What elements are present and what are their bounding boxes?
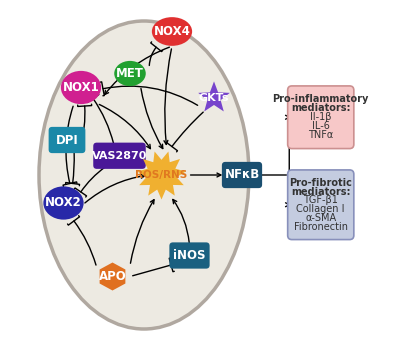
Polygon shape: [198, 82, 230, 111]
FancyBboxPatch shape: [93, 143, 146, 169]
FancyBboxPatch shape: [288, 86, 354, 148]
Text: MET: MET: [116, 67, 144, 80]
Ellipse shape: [152, 17, 192, 46]
Text: DPI: DPI: [56, 133, 78, 147]
Text: Collagen I: Collagen I: [296, 204, 345, 214]
Text: ROS/RNS: ROS/RNS: [135, 170, 188, 180]
FancyBboxPatch shape: [288, 170, 354, 239]
FancyBboxPatch shape: [169, 242, 210, 269]
Polygon shape: [137, 152, 186, 200]
Text: NOX4: NOX4: [154, 25, 190, 38]
Text: NFκB: NFκB: [224, 168, 260, 182]
Text: Pro-fibrotic: Pro-fibrotic: [289, 178, 352, 188]
Text: IL-6: IL-6: [312, 121, 330, 131]
Text: NOX1: NOX1: [63, 81, 99, 94]
Text: Fibronectin: Fibronectin: [294, 222, 348, 232]
FancyBboxPatch shape: [49, 127, 85, 153]
Ellipse shape: [114, 61, 146, 86]
Text: mediators:: mediators:: [291, 103, 350, 113]
Text: Pro-inflammatory: Pro-inflammatory: [272, 94, 369, 104]
Ellipse shape: [39, 21, 249, 329]
FancyBboxPatch shape: [222, 162, 262, 188]
Text: APO: APO: [99, 270, 126, 283]
Text: NOX2: NOX2: [45, 196, 82, 210]
Text: TNFα: TNFα: [308, 130, 333, 140]
Text: mediators:: mediators:: [291, 187, 350, 197]
Text: TGF-β1: TGF-β1: [303, 195, 338, 205]
Ellipse shape: [43, 186, 84, 220]
Text: VAS2870: VAS2870: [92, 151, 147, 161]
Text: α-SMA: α-SMA: [305, 213, 336, 223]
Polygon shape: [100, 262, 125, 290]
Text: Il-1β: Il-1β: [310, 112, 332, 122]
Text: iNOS: iNOS: [173, 249, 206, 262]
Text: GKTs: GKTs: [199, 93, 229, 103]
Ellipse shape: [61, 71, 101, 104]
